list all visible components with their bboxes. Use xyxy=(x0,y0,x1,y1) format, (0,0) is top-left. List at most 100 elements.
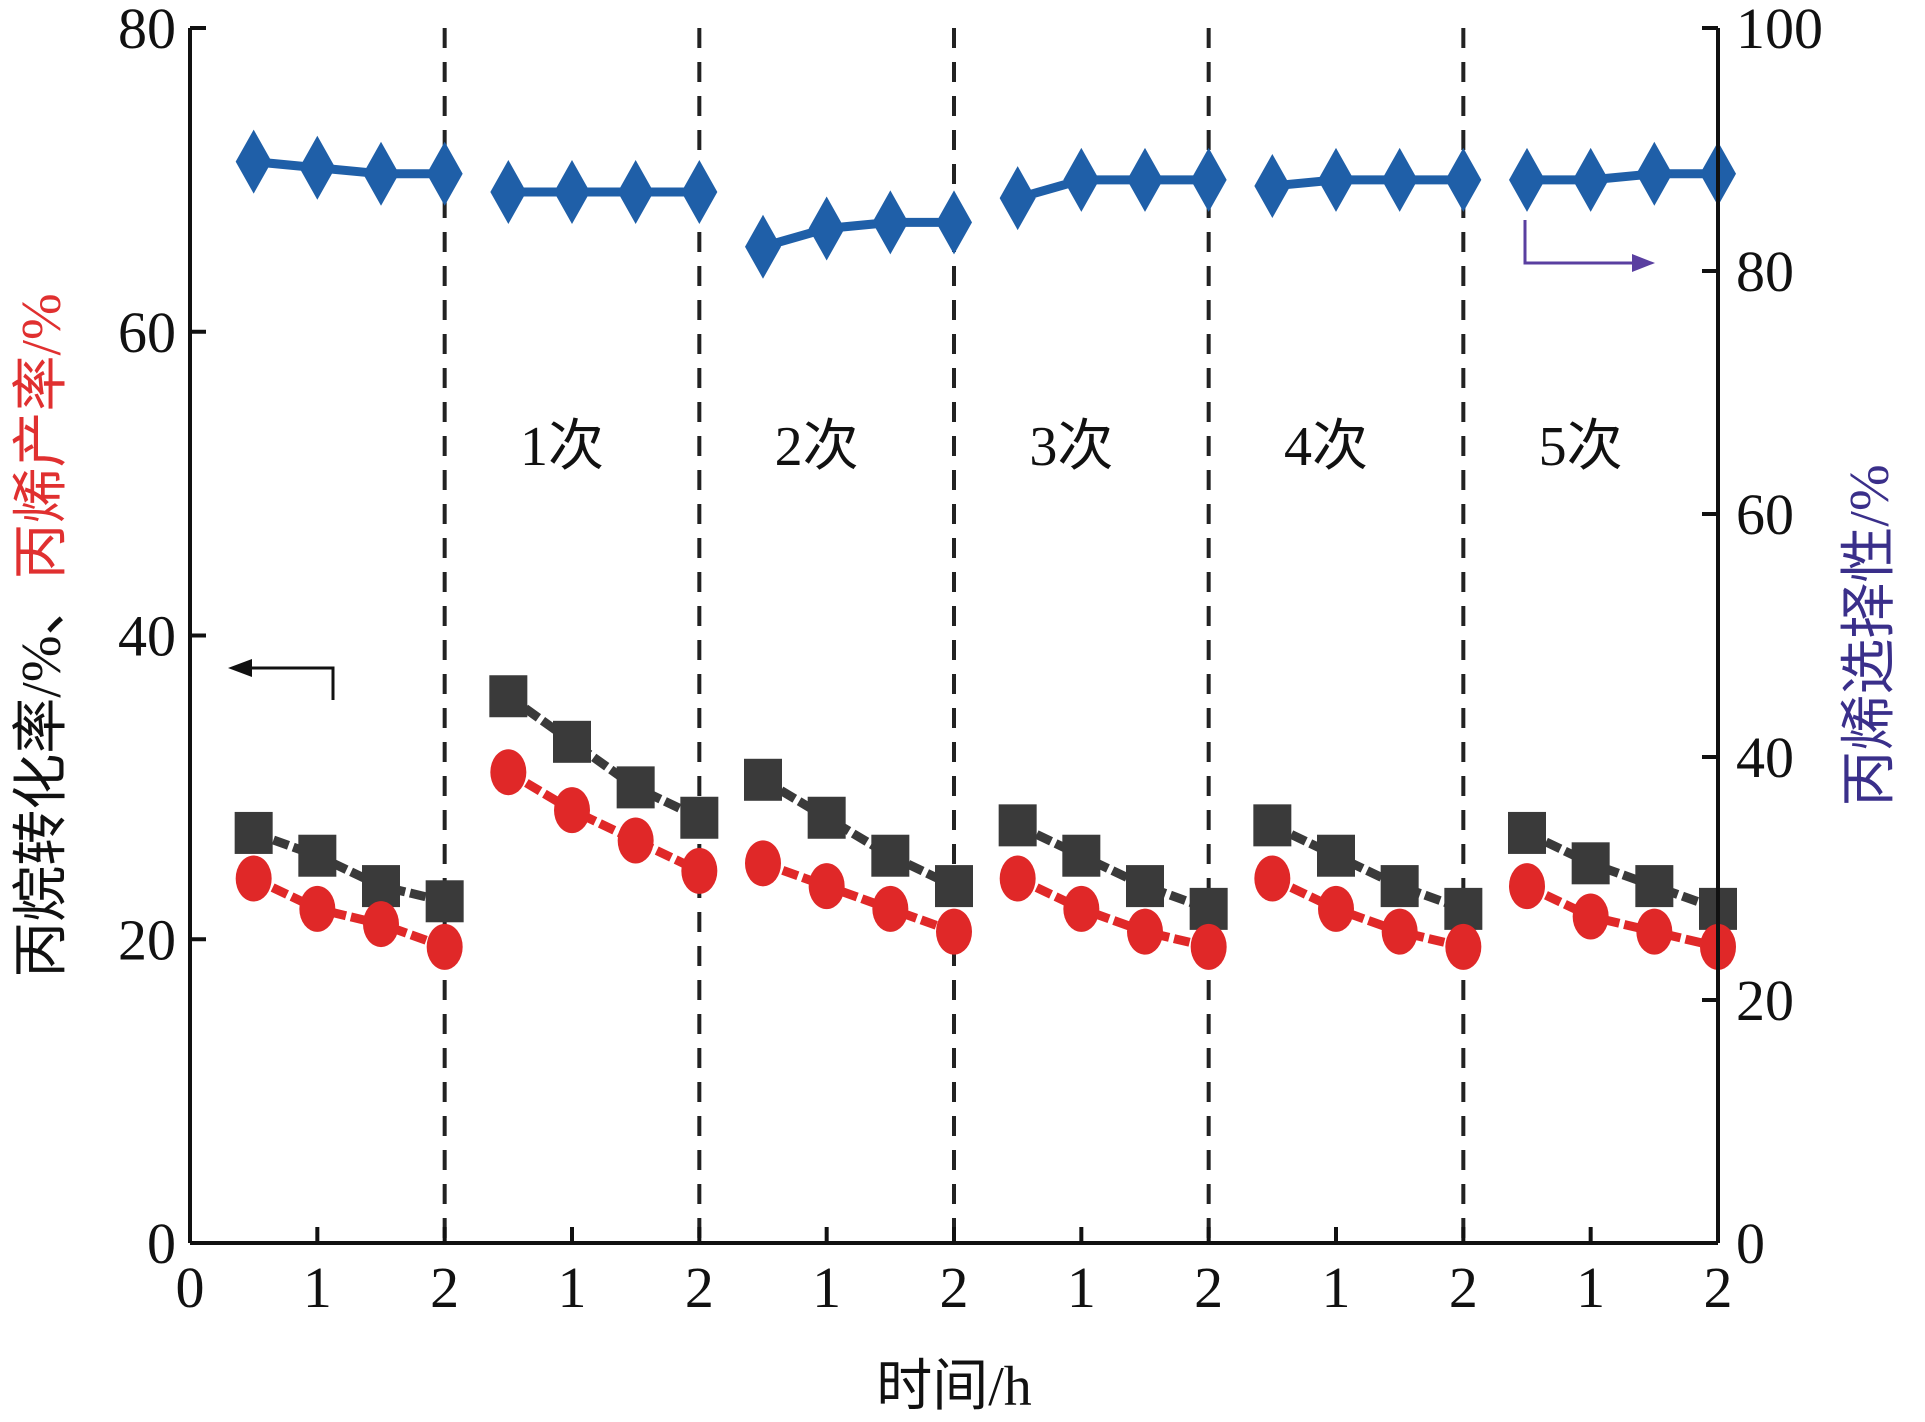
left-axis-title: 丙烷转化率/%、丙烯产率/% xyxy=(11,293,73,977)
data-point-square xyxy=(553,720,591,763)
data-point-square xyxy=(744,758,782,801)
series-line xyxy=(1015,821,1211,914)
data-point-circle xyxy=(1127,908,1163,955)
data-point-circle xyxy=(1190,923,1227,970)
x-tick-label: 1 xyxy=(1067,1255,1096,1320)
data-point-circle xyxy=(1572,893,1609,940)
series-line xyxy=(1270,821,1465,914)
series-line xyxy=(761,859,956,936)
data-point-diamond xyxy=(235,129,272,194)
x-axis-title: 时间/h xyxy=(876,1356,1032,1417)
x-tick-label: 1 xyxy=(558,1255,587,1320)
data-point-square xyxy=(935,865,973,908)
run-label: 3次 xyxy=(1029,416,1113,478)
x-tick-label: 0 xyxy=(176,1255,205,1320)
data-point-square xyxy=(807,796,846,839)
data-point-diamond xyxy=(363,141,399,206)
data-point-square xyxy=(234,811,273,854)
left-tick-label: 20 xyxy=(118,907,176,972)
left-axis-arrowhead xyxy=(228,659,252,677)
data-point-circle xyxy=(808,863,845,910)
data-point-circle xyxy=(363,901,399,948)
series-line xyxy=(1016,175,1209,203)
series-line xyxy=(505,692,702,822)
x-tick-label: 1 xyxy=(303,1255,332,1320)
right-tick-label: 80 xyxy=(1736,239,1794,304)
data-point-diamond xyxy=(1190,147,1227,212)
series-line xyxy=(251,874,447,952)
data-point-circle xyxy=(426,923,463,970)
data-point-circle xyxy=(299,885,336,932)
data-point-diamond xyxy=(1318,147,1354,212)
data-point-circle xyxy=(1445,923,1482,970)
left-tick-label: 60 xyxy=(118,300,176,365)
data-point-square xyxy=(1380,865,1419,908)
data-point-diamond xyxy=(1381,147,1418,212)
x-tick-label: 2 xyxy=(430,1255,459,1320)
data-point-diamond xyxy=(872,190,909,255)
data-point-square xyxy=(1253,804,1292,847)
series-line xyxy=(252,828,446,906)
run-label: 1次 xyxy=(520,416,604,478)
x-tick-label: 2 xyxy=(1449,1255,1478,1320)
left-axis-title-part: 丙烯产率/% xyxy=(11,293,73,579)
left-tick-label: 0 xyxy=(147,1211,176,1276)
right-tick-label: 0 xyxy=(1736,1211,1765,1276)
data-point-diamond xyxy=(999,166,1036,231)
data-point-circle xyxy=(1381,908,1418,955)
data-point-diamond xyxy=(490,160,527,225)
x-tick-label: 1 xyxy=(1576,1255,1605,1320)
x-tick-label: 1 xyxy=(812,1255,841,1320)
data-point-circle xyxy=(872,885,909,932)
data-point-diamond xyxy=(1127,147,1163,212)
data-point-square xyxy=(1062,834,1101,877)
right-tick-label: 40 xyxy=(1736,725,1794,790)
x-tick-label: 1 xyxy=(1322,1255,1351,1320)
data-point-circle xyxy=(235,855,272,902)
data-point-square xyxy=(298,834,337,877)
x-tick-label: 2 xyxy=(685,1255,714,1320)
data-point-diamond xyxy=(1445,147,1482,212)
data-point-circle xyxy=(999,855,1036,902)
series-line xyxy=(506,768,702,875)
data-point-square xyxy=(1635,865,1674,908)
data-point-diamond xyxy=(1509,147,1545,212)
run-label: 4次 xyxy=(1284,416,1368,478)
data-point-square xyxy=(616,766,655,809)
data-point-square xyxy=(1571,842,1610,885)
data-point-diamond xyxy=(617,160,654,225)
data-point-square xyxy=(1189,887,1228,930)
data-point-square xyxy=(425,880,464,923)
series-line xyxy=(1270,874,1465,952)
series-line xyxy=(1525,828,1720,914)
x-tick-label: 2 xyxy=(940,1255,969,1320)
right-tick-label: 100 xyxy=(1736,0,1823,61)
right-tick-label: 20 xyxy=(1736,968,1794,1033)
data-point-square xyxy=(1508,811,1546,854)
right-axis-title: 丙烯选择性/% xyxy=(1839,464,1901,806)
x-tick-label: 2 xyxy=(1704,1255,1733,1320)
axes-layer xyxy=(188,26,1720,1245)
data-point-square xyxy=(871,834,910,877)
data-point-diamond xyxy=(808,196,845,261)
data-point-square xyxy=(1317,834,1355,877)
right-tick-label: 60 xyxy=(1736,482,1794,547)
run-label: 2次 xyxy=(775,416,859,478)
data-point-diamond xyxy=(426,141,463,206)
labels-layer: 0 20 40 60 80 0 20 40 60 80 100 0 1 2 1 2 1 2 1 2 1 2 1 2 1次 2次 3次… xyxy=(11,0,1901,1418)
series-line xyxy=(761,217,954,252)
left-tick-label: 40 xyxy=(118,604,176,669)
data-point-circle xyxy=(1254,855,1291,902)
x-tick-label: 2 xyxy=(1194,1255,1223,1320)
data-point-circle xyxy=(936,908,972,955)
data-point-circle xyxy=(617,817,654,864)
series-line xyxy=(1525,882,1720,952)
data-point-square xyxy=(1126,865,1164,908)
series-line xyxy=(1271,175,1464,191)
data-point-circle xyxy=(745,840,781,887)
data-point-circle xyxy=(1636,908,1673,955)
data-point-circle xyxy=(490,749,527,796)
data-point-diamond xyxy=(1063,147,1100,212)
data-point-square xyxy=(680,796,719,839)
series-line xyxy=(760,775,956,891)
